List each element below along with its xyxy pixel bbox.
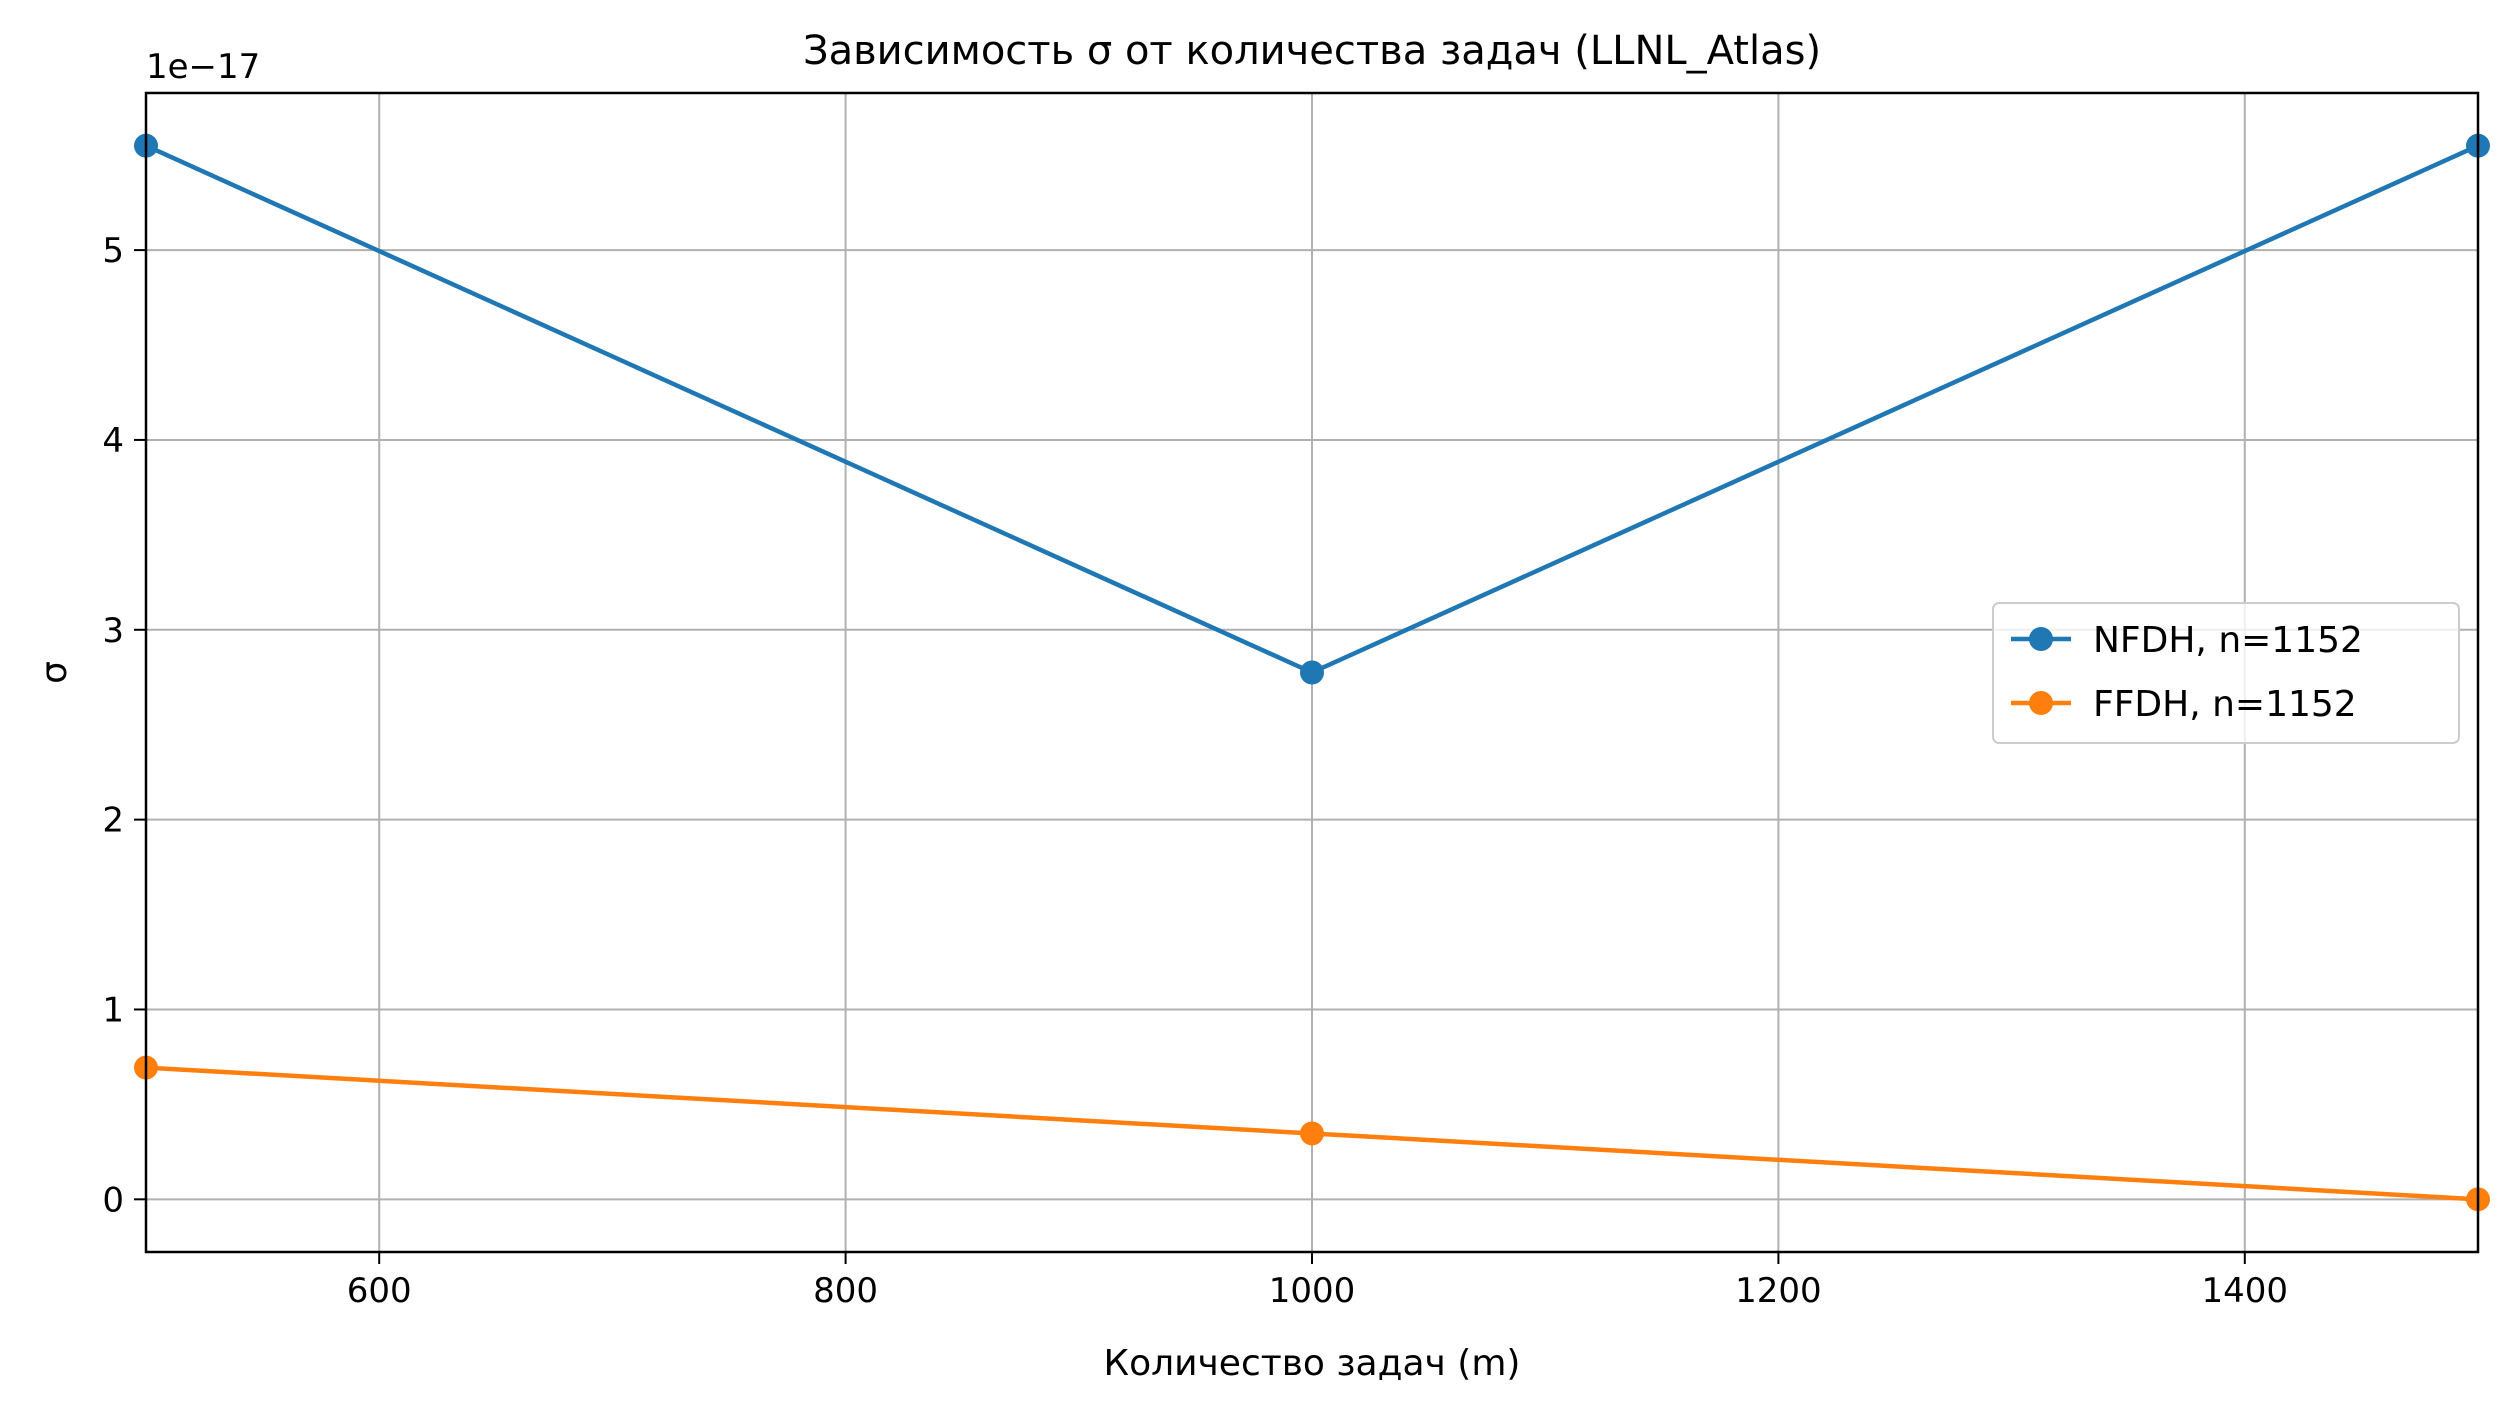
x-tick-label: 1000 [1269,1271,1356,1311]
series-layer [134,133,2490,1212]
x-tick-label: 800 [813,1271,878,1311]
legend: NFDH, n=1152 FFDH, n=1152 [1992,602,2460,744]
x-tick-label: 1200 [1735,1271,1822,1311]
y-tick-label: 5 [102,231,124,271]
data-point [1300,660,1324,685]
y-axis-label: σ [34,661,75,684]
legend-label: NFDH, n=1152 [2093,620,2363,661]
series-1 [134,133,2490,685]
legend-marker [2029,691,2053,715]
legend-box [1992,602,2460,744]
data-point [1300,1121,1324,1146]
legend-item: NFDH, n=1152 [2011,620,2363,661]
chart-title: Зависимость σ от количества задач (LLNL_… [803,28,1821,74]
y-tick-label: 3 [102,611,124,651]
y-tick-label: 1 [102,990,124,1030]
y-tick-label: 4 [102,421,124,461]
y-offset-label: 1e−17 [146,47,260,87]
y-tick-label: 0 [102,1180,124,1220]
legend-item: FFDH, n=1152 [2011,684,2357,725]
legend-marker [2029,627,2053,651]
x-tick-label: 1400 [2202,1271,2289,1311]
x-tick-label: 600 [347,1271,412,1311]
y-tick-label: 2 [102,801,124,841]
x-axis-label: Количество задач (m) [1104,1343,1521,1384]
ticks: 600 800 1000 1200 1400 0 1 2 3 4 5 [102,231,2288,1311]
legend-label: FFDH, n=1152 [2093,684,2357,725]
